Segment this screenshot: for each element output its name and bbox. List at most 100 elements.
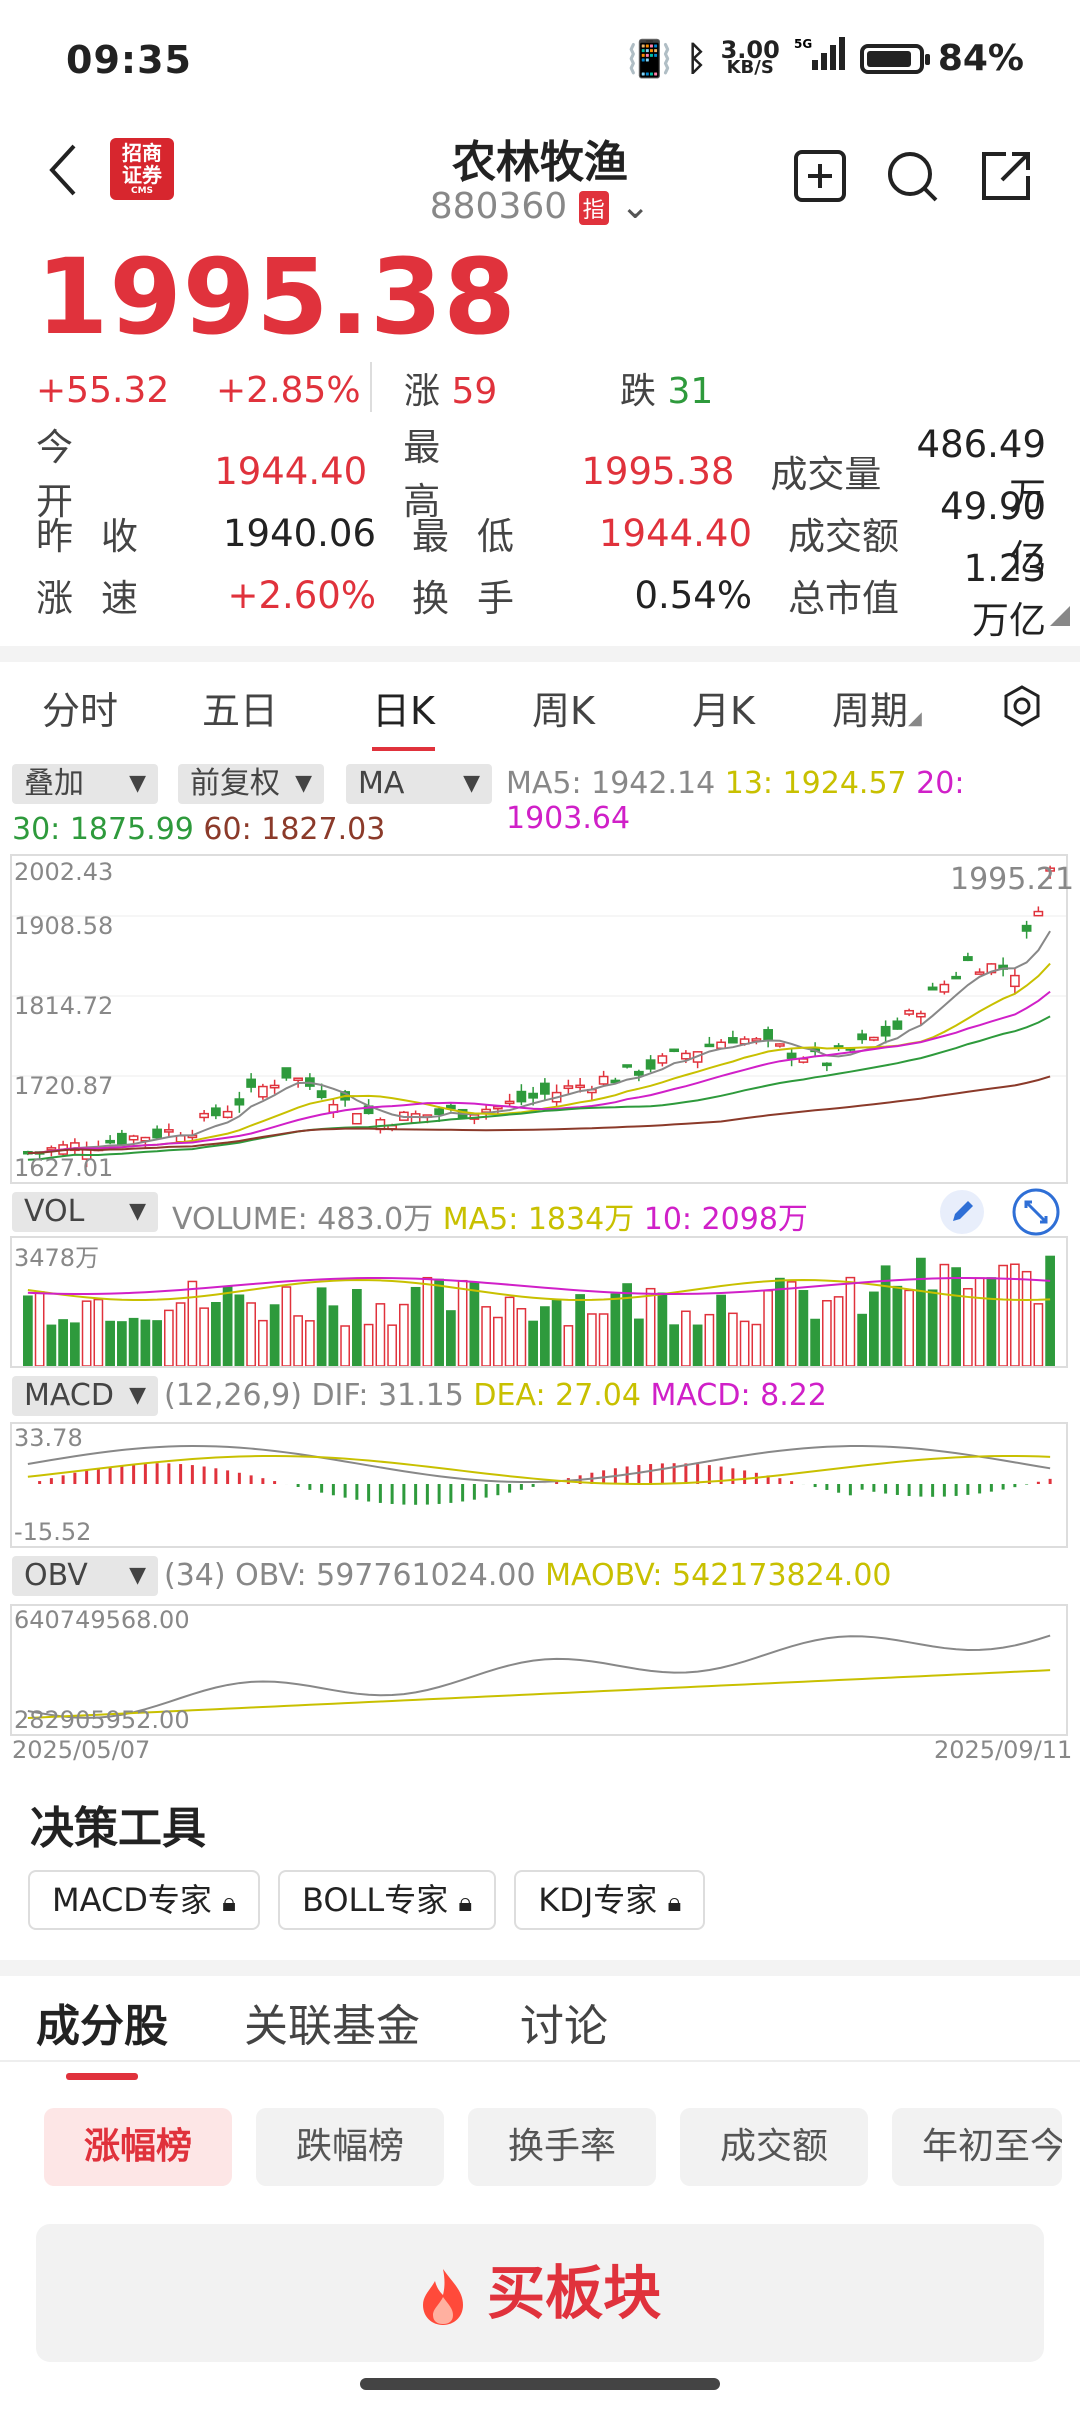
volume-bar [493,1316,503,1366]
volume-bar [269,1304,280,1366]
volume-bar [669,1324,679,1366]
volume-bar [164,1309,174,1366]
candle [869,1036,879,1041]
volume-bar [634,1318,644,1366]
back-icon[interactable] [46,140,82,204]
boll-expert-button[interactable]: BOLL专家 🔒︎ [277,1870,497,1930]
candle [1010,974,1020,988]
chip-turnover[interactable]: 换手率 [468,2108,656,2186]
tab-period[interactable]: 周期◢ [832,689,922,733]
status-icons: 📳 ᛒ 3.00 KB/S 5G 84% [627,36,1024,81]
edit-icon[interactable] [938,1188,986,1240]
home-indicator[interactable] [360,2378,720,2390]
candle [199,1112,209,1119]
volume-bar [234,1294,245,1366]
volume-bar [610,1293,621,1366]
candle [598,1075,609,1085]
candle [128,1135,139,1141]
chip-amount[interactable]: 成交额 [680,2108,868,2186]
kdj-expert-button[interactable]: KDJ专家 🔒︎ [514,1870,706,1930]
lock-icon: 🔒︎ [458,1888,473,1918]
fullscreen-icon[interactable] [1012,1188,1060,1240]
settings-icon[interactable] [1000,684,1044,737]
expand-triangle-icon[interactable] [1050,606,1070,630]
price-change: +55.32 [36,370,170,411]
candle [293,1077,303,1081]
volume-bar [927,1289,938,1366]
volume-bar [528,1320,538,1366]
overlay-select[interactable]: 叠加 ▼ [12,764,158,804]
volume-bar [869,1291,879,1366]
volume-bar [105,1320,115,1366]
tab-discussion[interactable]: 讨论 [520,2001,608,2052]
macd-expert-button[interactable]: MACD专家 🔒︎ [28,1870,260,1930]
stats-row: 今开 1944.40 最高 1995.38 成交量 486.49万 [36,422,1046,524]
down-count-group: 跌 31 [620,371,714,412]
candle [281,1067,292,1079]
volume-bar [469,1281,480,1366]
ma-line [27,930,1051,1155]
vol-select[interactable]: VOL ▼ [12,1192,158,1232]
macd-values: (12,26,9) DIF: 31.15 DEA: 27.04 MACD: 8.… [164,1378,827,1413]
kline-chart[interactable]: 2002.43 1908.58 1814.72 1720.87 1627.01 … [10,854,1074,1184]
candle [493,1105,503,1110]
volume-bar [916,1257,926,1366]
volume-bar [387,1324,397,1366]
add-watchlist-icon[interactable] [792,148,852,208]
volume-bar [692,1324,703,1366]
volume-bar [704,1313,715,1366]
candle [880,1025,891,1037]
buy-sector-button[interactable]: 买板块 [36,2224,1044,2362]
maobv-line [27,1669,1051,1719]
volume-chart: 3478万 [10,1236,1068,1368]
ma-select[interactable]: MA ▼ [346,764,492,804]
candle [786,1052,797,1059]
volume-bar [410,1286,421,1366]
candle [410,1113,421,1124]
rank-chips: 涨幅榜 跌幅榜 换手率 成交额 年初至今 [44,2108,1062,2186]
candle [434,1108,444,1115]
candle [669,1048,679,1053]
volume-bar [128,1317,139,1366]
adjust-select[interactable]: 前复权 ▼ [178,764,324,804]
ma-line [27,1015,1051,1161]
candle [164,1129,174,1133]
tab-daily-k[interactable]: 日K [372,680,435,751]
macd-select[interactable]: MACD ▼ [12,1376,158,1416]
obv-select[interactable]: OBV ▼ [12,1556,158,1596]
status-time: 09:35 [66,38,192,82]
vol-values: VOLUME: 483.0万 MA5: 1834万 10: 2098万 [172,1202,808,1237]
lock-icon: 🔒︎ [667,1888,682,1918]
volume-bar [516,1307,527,1366]
volume-bar [833,1296,844,1366]
chip-ytd[interactable]: 年初至今 [892,2108,1062,2186]
volume-bar [140,1319,151,1366]
vol-max-label: 3478万 [14,1244,100,1272]
decision-tools-title: 决策工具 [30,1803,206,1854]
search-icon[interactable] [884,148,944,208]
tab-constituents[interactable]: 成分股 [36,1990,168,2080]
volume-bar [434,1278,444,1366]
tab-intraday[interactable]: 分时 [42,689,119,733]
page-title: 农林牧渔 [452,137,628,188]
volume-bar [328,1305,339,1366]
y-tick: 1908.58 [14,912,114,940]
volume-bar [58,1319,68,1366]
share-icon[interactable] [978,148,1038,208]
tab-monthly-k[interactable]: 月K [692,689,755,733]
divider [0,2060,1080,2062]
candle [1033,910,1044,917]
chevron-down-icon: ⌄ [620,186,651,227]
obv-max-label: 640749568.00 [14,1606,190,1634]
volume-bar [681,1310,691,1366]
tab-weekly-k[interactable]: 周K [532,689,595,733]
candle [504,1100,515,1105]
volume-bar [963,1287,973,1366]
tab-five-day[interactable]: 五日 [202,689,279,733]
index-code-row[interactable]: 880360 指 ⌄ [0,186,1080,227]
volume-bar [775,1277,785,1366]
tab-related-funds[interactable]: 关联基金 [244,2001,420,2052]
chip-losers[interactable]: 跌幅榜 [256,2108,444,2186]
chip-gainers[interactable]: 涨幅榜 [44,2108,232,2186]
volume-bar [739,1320,750,1366]
